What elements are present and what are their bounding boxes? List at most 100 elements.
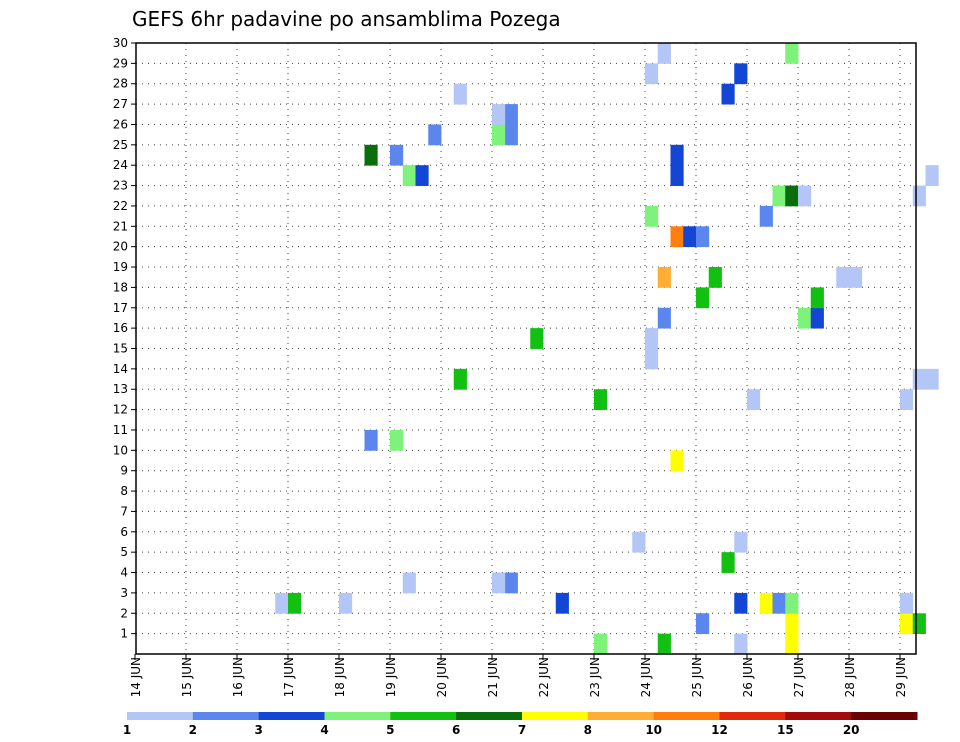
heatmap-cell: [645, 328, 659, 349]
y-tick-label: 13: [113, 382, 128, 396]
heatmap-cell: [670, 226, 684, 248]
heatmap-cell: [504, 124, 518, 146]
heatmap-cell: [721, 83, 735, 105]
heatmap-cell: [785, 592, 799, 614]
y-axis-ticks: 1234567891011121314151617181920212223242…: [113, 36, 136, 641]
legend-label: 1: [123, 723, 131, 737]
legend-swatch: [192, 712, 260, 720]
heatmap-cell: [696, 226, 710, 248]
x-tick-label: 23 JUN: [588, 657, 602, 697]
legend-label: 10: [645, 723, 662, 737]
heatmap-cell: [645, 205, 659, 227]
x-tick-label: 17 JUN: [282, 657, 296, 697]
legend-label: 2: [189, 723, 197, 737]
heatmap-cell: [275, 592, 289, 614]
y-tick-label: 15: [113, 342, 128, 356]
heatmap-cell: [492, 104, 506, 125]
y-tick-label: 14: [113, 362, 128, 376]
legend-swatch: [456, 712, 523, 720]
heatmap-cell: [428, 124, 442, 146]
y-tick-label: 28: [113, 77, 128, 91]
y-tick-label: 20: [113, 240, 128, 254]
y-tick-label: 1: [120, 627, 128, 641]
y-tick-label: 10: [113, 443, 128, 457]
heatmap-cell: [339, 592, 353, 614]
y-tick-label: 12: [113, 403, 128, 417]
heatmap-cell: [402, 165, 416, 186]
legend-swatch: [785, 712, 852, 720]
heatmap-cell: [798, 307, 812, 329]
legend-label: 20: [843, 723, 860, 737]
heatmap-cell: [645, 348, 659, 370]
x-tick-label: 20 JUN: [435, 657, 449, 697]
heatmap-cell: [785, 613, 799, 635]
legend-label: 7: [518, 723, 526, 737]
x-tick-label: 24 JUN: [639, 657, 653, 697]
heatmap-cell: [364, 144, 378, 166]
heatmap-cell: [734, 63, 748, 85]
y-tick-label: 4: [120, 566, 128, 580]
x-tick-label: 14 JUN: [129, 657, 143, 697]
heatmap-cell: [759, 205, 773, 227]
heatmap-cell: [708, 267, 722, 288]
x-tick-label: 19 JUN: [384, 657, 398, 697]
legend-swatch: [653, 712, 720, 720]
heatmap-cell: [925, 368, 939, 390]
x-tick-label: 21 JUN: [486, 657, 500, 697]
y-tick-label: 30: [113, 36, 128, 50]
y-tick-label: 7: [120, 504, 128, 518]
x-axis-ticks: 14 JUN 15 JUN 16 JUN 17 JUN 18 JUN 19 JUN 20 J…: [129, 654, 908, 697]
heatmap-cell: [734, 633, 748, 655]
legend-swatch: [587, 712, 655, 720]
heatmap-cell: [772, 185, 786, 207]
y-tick-label: 27: [113, 97, 128, 111]
y-tick-label: 25: [113, 138, 128, 152]
heatmap-cell: [900, 592, 914, 614]
heatmap-cell: [683, 226, 697, 248]
heatmap-cell: [785, 185, 799, 207]
heatmap-cell: [925, 165, 939, 186]
heatmap-cell: [810, 287, 824, 309]
y-tick-label: 17: [113, 301, 128, 315]
heatmap-cell: [849, 267, 863, 288]
y-tick-label: 29: [113, 56, 128, 70]
heatmap-cell: [785, 43, 799, 64]
heatmap-cell: [492, 124, 506, 146]
heatmap-cell: [759, 592, 773, 614]
heatmap-cell: [632, 531, 646, 553]
heatmap-cell: [594, 389, 608, 410]
heatmap-cell: [721, 552, 735, 573]
y-tick-label: 24: [113, 158, 128, 172]
heatmap-cell: [390, 429, 404, 451]
heatmap-cell: [734, 531, 748, 553]
y-tick-label: 16: [113, 321, 128, 335]
heatmap-cell: [900, 613, 914, 635]
heatmap-cell: [747, 389, 761, 410]
x-tick-label: 22 JUN: [537, 657, 551, 697]
y-tick-label: 19: [113, 260, 128, 274]
legend-label: 3: [254, 723, 262, 737]
y-tick-label: 22: [113, 199, 128, 213]
y-tick-label: 18: [113, 280, 128, 294]
heatmap-cell: [288, 592, 302, 614]
heatmap-cell: [530, 328, 544, 349]
heatmap-cell: [364, 429, 378, 451]
legend-swatch: [390, 712, 457, 720]
heatmap-cell: [836, 267, 850, 288]
legend-swatch: [258, 712, 325, 720]
legend-label: 15: [777, 723, 794, 737]
heatmap-cell: [810, 307, 824, 329]
heatmap-cell: [696, 287, 710, 309]
y-tick-label: 6: [120, 525, 128, 539]
heatmap-cell: [402, 572, 416, 594]
y-tick-label: 8: [120, 484, 128, 498]
x-tick-label: 26 JUN: [741, 657, 755, 697]
heatmap-cell: [453, 83, 467, 105]
legend-swatch: [719, 712, 786, 720]
legend-swatch: [851, 712, 918, 720]
heatmap-cell: [504, 572, 518, 594]
x-tick-label: 29 JUN: [894, 657, 908, 697]
heatmap-cell: [504, 104, 518, 125]
legend-label: 4: [320, 723, 328, 737]
heatmap-cell: [798, 185, 812, 207]
